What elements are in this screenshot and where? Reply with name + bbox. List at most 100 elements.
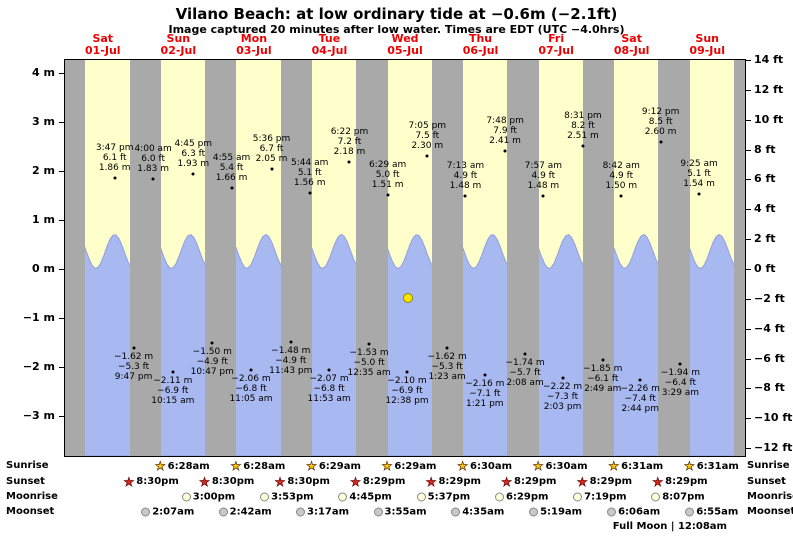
- moonrise-icon: [494, 492, 504, 501]
- low-tide-dot: [171, 370, 175, 374]
- day-date: 09-Jul: [689, 44, 726, 57]
- sunset-star-icon: ★: [501, 474, 513, 489]
- annotation-line: 3:47 pm: [95, 142, 134, 153]
- annotation-line: 1:21 pm: [466, 398, 504, 409]
- annotation-line: 8:42 am: [602, 160, 640, 171]
- tide-plot-area: 3:47 pm 6.1 ft 1.86 m 4:00 am 6.0 ft 1.83 m 4:…: [64, 59, 746, 457]
- annotation-line: 4.9 ft: [609, 170, 634, 181]
- left-axis-tick: [59, 318, 65, 319]
- annotation-line: 8:31 pm: [564, 111, 602, 121]
- astro-time-label: 6:29pm: [505, 491, 549, 502]
- high-tide-dot: [347, 160, 351, 164]
- annotation-line: 2:03 pm: [543, 401, 582, 412]
- annotation-line: 5:44 am: [291, 157, 329, 168]
- high-tide-annotation: 4:55 am 5.4 ft 1.66 m: [213, 153, 250, 183]
- night-band: [65, 60, 86, 456]
- day-name: Sun: [166, 32, 191, 45]
- sunset-entry: ★ 8:29pm: [501, 474, 557, 489]
- right-axis-tick: [745, 418, 751, 420]
- annotation-line: 12:38 pm: [385, 395, 429, 406]
- annotation-line: 12:35 am: [347, 367, 391, 378]
- low-tide-annotation: −1.85 m −6.1 ft 2:49 am: [583, 364, 622, 394]
- astro-row-label-left-sunrise: Sunrise: [6, 460, 49, 471]
- low-tide-dot: [523, 352, 527, 356]
- low-tide-dot: [289, 340, 293, 344]
- low-tide-annotation: −2.11 m −6.9 ft 10:15 am: [151, 376, 194, 406]
- astro-row-label-left-moonrise: Moonrise: [6, 490, 58, 502]
- day-name: Sat: [621, 32, 642, 45]
- moonset-entry: 6:06am: [607, 506, 660, 517]
- annotation-line: 2.18 m: [333, 147, 366, 158]
- annotation-line: 1.93 m: [177, 159, 210, 170]
- high-tide-dot: [270, 167, 274, 171]
- low-tide-annotation: −2.22 m −7.3 ft 2:03 pm: [543, 382, 582, 412]
- right-axis-tick: [745, 298, 751, 300]
- annotation-line: −6.8 ft: [313, 384, 345, 395]
- moonset-entry: 3:55am: [373, 506, 427, 517]
- annotation-line: 1.48 m: [527, 181, 560, 192]
- feet-axis-label: 12 ft: [754, 82, 784, 96]
- astro-row-label-left-moonset: Moonset: [6, 505, 55, 517]
- astro-time-label: 3:53pm: [271, 491, 314, 502]
- day-label: Sun 09-Jul: [689, 33, 725, 57]
- day-label: Wed 05-Jul: [387, 33, 423, 57]
- annotation-line: −1.62 m: [113, 352, 154, 363]
- day-date: 04-Jul: [311, 44, 348, 57]
- annotation-line: 1.86 m: [98, 162, 131, 173]
- high-tide-dot: [308, 191, 312, 195]
- astro-time-label: 8:29pm: [362, 476, 406, 487]
- annotation-line: −6.9 ft: [157, 386, 189, 397]
- annotation-line: −1.85 m: [583, 363, 623, 374]
- annotation-line: −1.74 m: [505, 358, 545, 369]
- night-band: [507, 60, 539, 456]
- annotation-line: −2.16 m: [465, 378, 505, 389]
- annotation-line: 9:12 pm: [641, 106, 680, 117]
- low-tide-annotation: −2.16 m −7.1 ft 1:21 pm: [465, 379, 504, 409]
- day-name: Mon: [240, 32, 268, 45]
- low-tide-dot: [249, 368, 253, 372]
- annotation-line: 1.51 m: [371, 180, 404, 190]
- sunrise-entry: ★ 6:29am: [381, 460, 436, 473]
- moonrise-entry: 3:00pm: [181, 491, 235, 502]
- sunset-star-icon: ★: [652, 474, 664, 489]
- low-tide-dot: [132, 346, 136, 350]
- annotation-line: −4.9 ft: [196, 356, 228, 367]
- moonrise-icon: [573, 492, 583, 501]
- sunrise-entry: ★ 6:31am: [608, 460, 663, 473]
- annotation-line: 1.48 m: [449, 181, 482, 192]
- meter-axis-label: 0 m: [32, 262, 55, 275]
- high-tide-dot: [541, 194, 545, 198]
- annotation-line: 7.5 ft: [415, 131, 440, 142]
- day-label: Mon 03-Jul: [236, 33, 272, 57]
- feet-axis-label: −6 ft: [754, 351, 785, 365]
- chart-title: Vilano Beach: at low ordinary tide at −0…: [175, 5, 618, 23]
- left-axis-tick: [59, 220, 65, 221]
- day-date: 07-Jul: [538, 44, 574, 57]
- astro-row-label-right-moonrise: Moonrise: [747, 490, 793, 502]
- high-tide-dot: [697, 192, 701, 196]
- meter-axis-label: 1 m: [32, 213, 55, 226]
- low-tide-dot: [367, 342, 371, 346]
- annotation-line: 4.9 ft: [531, 171, 556, 182]
- moonrise-entry: 6:29pm: [494, 491, 549, 502]
- meter-axis-label: 4 m: [32, 66, 55, 79]
- day-date: 05-Jul: [387, 44, 423, 57]
- sunrise-entry: ★ 6:30am: [532, 460, 588, 473]
- low-tide-dot: [483, 373, 487, 377]
- low-tide-dot: [638, 378, 642, 382]
- low-tide-annotation: −1.48 m −4.9 ft 11:43 pm: [269, 346, 312, 376]
- annotation-line: 2:49 am: [584, 383, 622, 394]
- astro-time-label: 6:31am: [696, 460, 739, 472]
- annotation-line: 5.4 ft: [219, 162, 244, 173]
- low-tide-annotation: −2.10 m −6.9 ft 12:38 pm: [385, 376, 428, 406]
- low-tide-dot: [678, 362, 682, 366]
- astro-time-label: 8:29pm: [438, 476, 481, 487]
- sunrise-entry: ★ 6:28am: [230, 460, 285, 473]
- high-tide-dot: [463, 194, 467, 198]
- astro-time-label: 8:30pm: [211, 476, 255, 487]
- high-tide-dot: [113, 176, 117, 180]
- astro-time-label: 6:30am: [545, 460, 588, 472]
- annotation-line: 6.0 ft: [141, 154, 165, 165]
- night-band: [658, 60, 690, 456]
- annotation-line: 6.3 ft: [181, 149, 206, 160]
